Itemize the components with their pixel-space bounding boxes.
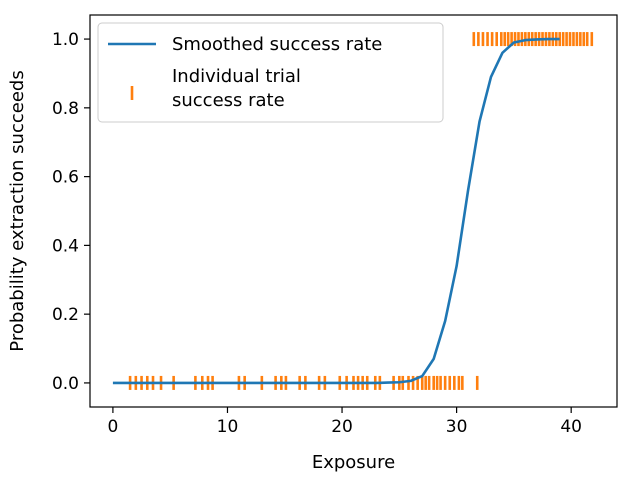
x-axis-label: Exposure [312,452,395,473]
plot-area [112,32,594,390]
x-tick-label: 10 [217,417,239,437]
legend-label-smoothed: Smoothed success rate [172,34,382,55]
x-tick-label: 20 [331,417,353,437]
x-tick-label: 0 [107,417,118,437]
y-tick-label: 0.8 [52,99,79,119]
y-axis: 0.0 0.2 0.4 0.6 0.8 1.0 [52,30,90,394]
y-tick-label: 0.0 [52,374,79,394]
y-tick-label: 0.6 [52,168,79,188]
x-axis: 0 10 20 30 40 [107,407,582,437]
legend: Smoothed success rate Individual trial suc… [97,22,444,123]
legend-label-trial: Individual trial success rate [172,66,301,111]
x-tick-label: 30 [446,417,468,437]
plot-frame [89,14,618,408]
y-tick-label: 1.0 [52,30,79,50]
legend-box [97,22,444,123]
smoothed-rate-line [112,37,560,385]
y-tick-label: 0.4 [52,236,79,256]
x-tick-label: 40 [560,417,582,437]
y-tick-label: 0.2 [52,305,79,325]
y-axis-label: Probability extraction succeeds [7,70,28,351]
